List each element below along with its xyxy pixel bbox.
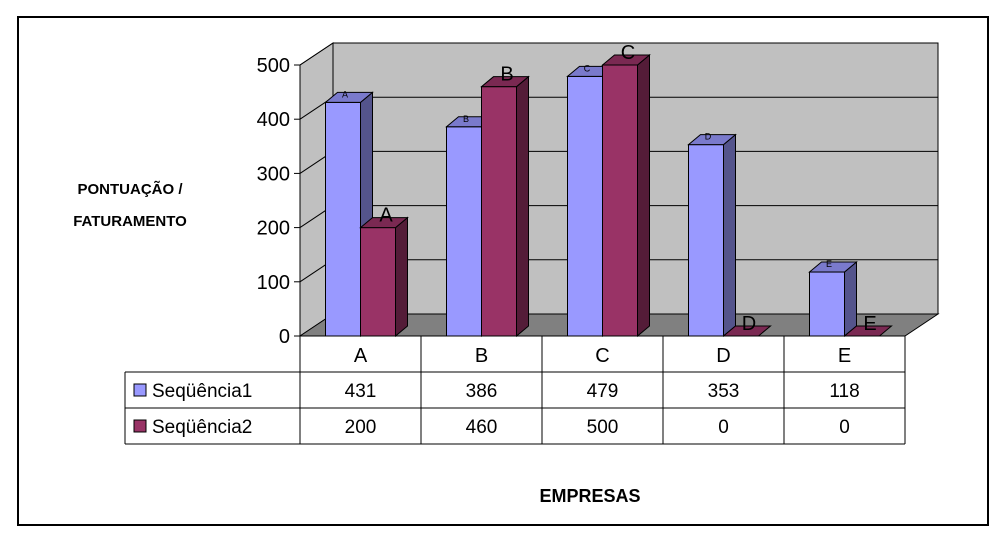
bar-point-label: E: [826, 259, 832, 269]
bar-side-face: [395, 216, 408, 338]
bar: [688, 144, 724, 337]
table-cell: 200: [345, 417, 377, 438]
y-tick-label: 400: [257, 109, 290, 131]
bar-side-face: [637, 53, 650, 338]
bar-point-label: D: [742, 313, 756, 335]
bar: [602, 64, 638, 337]
table-cell: 353: [708, 381, 740, 402]
bar: [325, 101, 361, 337]
bar: [481, 86, 517, 337]
x-tick-label: C: [595, 345, 609, 367]
table-cell: 460: [466, 417, 498, 438]
bar-top-face: [687, 134, 737, 146]
bar-side-face: [723, 133, 736, 338]
table-cell: 0: [718, 417, 729, 438]
table-cell: 386: [466, 381, 498, 402]
bar-side-face: [844, 260, 857, 338]
y-tick-label: 200: [257, 218, 290, 240]
legend-swatch: [133, 419, 147, 433]
bar-point-label: A: [342, 89, 348, 99]
bar-point-label: C: [584, 63, 591, 73]
bar-top-face: [808, 261, 858, 273]
y-tick-label: 500: [257, 55, 290, 77]
x-tick-label: E: [838, 345, 851, 367]
table-cell: 500: [587, 417, 619, 438]
table-cell: 431: [345, 381, 377, 402]
y-tick-label: 0: [279, 326, 290, 348]
y-axis-label-line-2: FATURAMENTO: [73, 213, 187, 230]
y-tick-label: 100: [257, 272, 290, 294]
y-tick-label: 300: [257, 163, 290, 185]
bar-point-label: A: [379, 205, 393, 227]
bar-top-face: [359, 217, 409, 229]
bar-point-label: D: [705, 132, 712, 142]
bar-top-face: [324, 91, 374, 103]
table-cell: 118: [829, 381, 859, 402]
table-cell: 479: [587, 381, 619, 402]
bar-top-face: [480, 76, 530, 88]
table-cell: 0: [839, 417, 850, 438]
legend-swatch: [133, 383, 147, 397]
data-table: A B C D E Seqüência1 431 386 479 353 118 Seqüência2…: [124, 335, 906, 445]
y-axis: 0 100 200 300 400 500: [257, 55, 301, 348]
legend-entry: Seqüência2: [152, 417, 252, 438]
bar: [567, 75, 603, 337]
y-axis-label-line-1: PONTUAÇÃO /: [78, 180, 184, 198]
x-tick-label: A: [354, 345, 368, 367]
bar-point-label: C: [621, 42, 635, 64]
x-axis-label: EMPRESAS: [539, 486, 640, 506]
bar: [446, 126, 482, 337]
bar: [360, 227, 396, 337]
bar-point-label: B: [463, 114, 469, 124]
gridline-side: [299, 42, 334, 66]
x-tick-label: B: [475, 345, 488, 367]
bar-top-face: [601, 54, 651, 66]
bar-point-label: E: [863, 313, 876, 335]
legend-entry: Seqüência1: [152, 381, 252, 402]
bar-side-face: [516, 75, 529, 338]
bar-point-label: B: [500, 64, 513, 86]
bars-layer: A A B B C C D D E E: [324, 42, 893, 338]
bar: [809, 271, 845, 337]
x-tick-label: D: [716, 345, 730, 367]
